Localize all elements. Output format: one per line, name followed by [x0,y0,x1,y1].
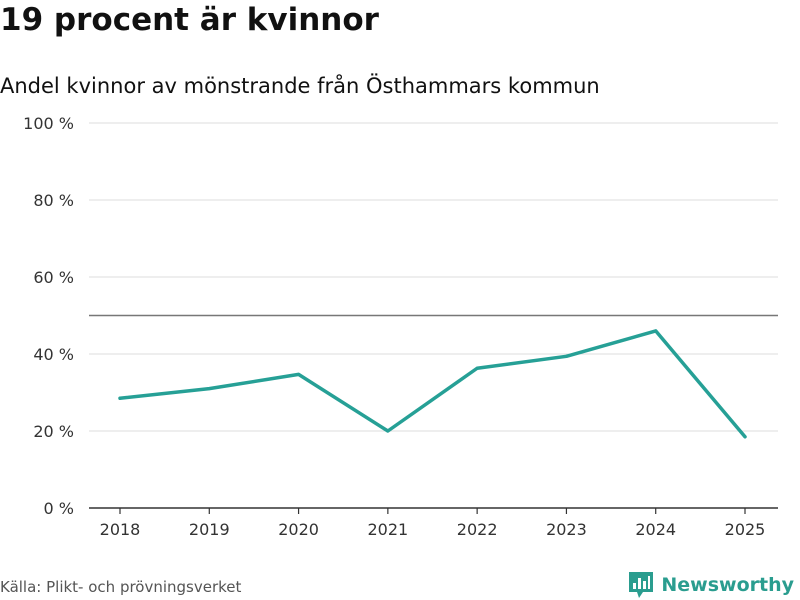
data-point [743,435,747,439]
brand-logo: Newsworthy [627,570,794,600]
series-line [118,329,747,439]
x-tick-label: 2021 [367,520,408,539]
x-tick-label: 2022 [457,520,498,539]
y-tick-label: 100 % [23,114,74,133]
x-tick-label: 2025 [725,520,766,539]
x-tick-label: 2020 [278,520,319,539]
y-tick-label: 80 % [33,191,74,210]
chart-subtitle: Andel kvinnor av mönstrande från Östhamm… [0,74,600,98]
brand-name: Newsworthy [661,574,794,596]
x-tick-label: 2024 [635,520,676,539]
x-tick-label: 2023 [546,520,587,539]
data-point [207,387,211,391]
data-point [564,354,568,358]
x-tick-label: 2018 [100,520,141,539]
data-point [654,329,658,333]
source-note: Källa: Plikt- och prövningsverket [0,578,242,596]
data-point [118,396,122,400]
y-tick-label: 20 % [33,422,74,441]
data-point [297,372,301,376]
y-tick-label: 40 % [33,345,74,364]
chart-title: 19 procent är kvinnor [0,2,379,38]
data-point [475,366,479,370]
data-point [386,429,390,433]
x-tick-label: 2019 [189,520,230,539]
y-tick-label: 60 % [33,268,74,287]
bar-chart-logo-icon [629,572,654,598]
y-tick-label: 0 % [44,499,74,518]
